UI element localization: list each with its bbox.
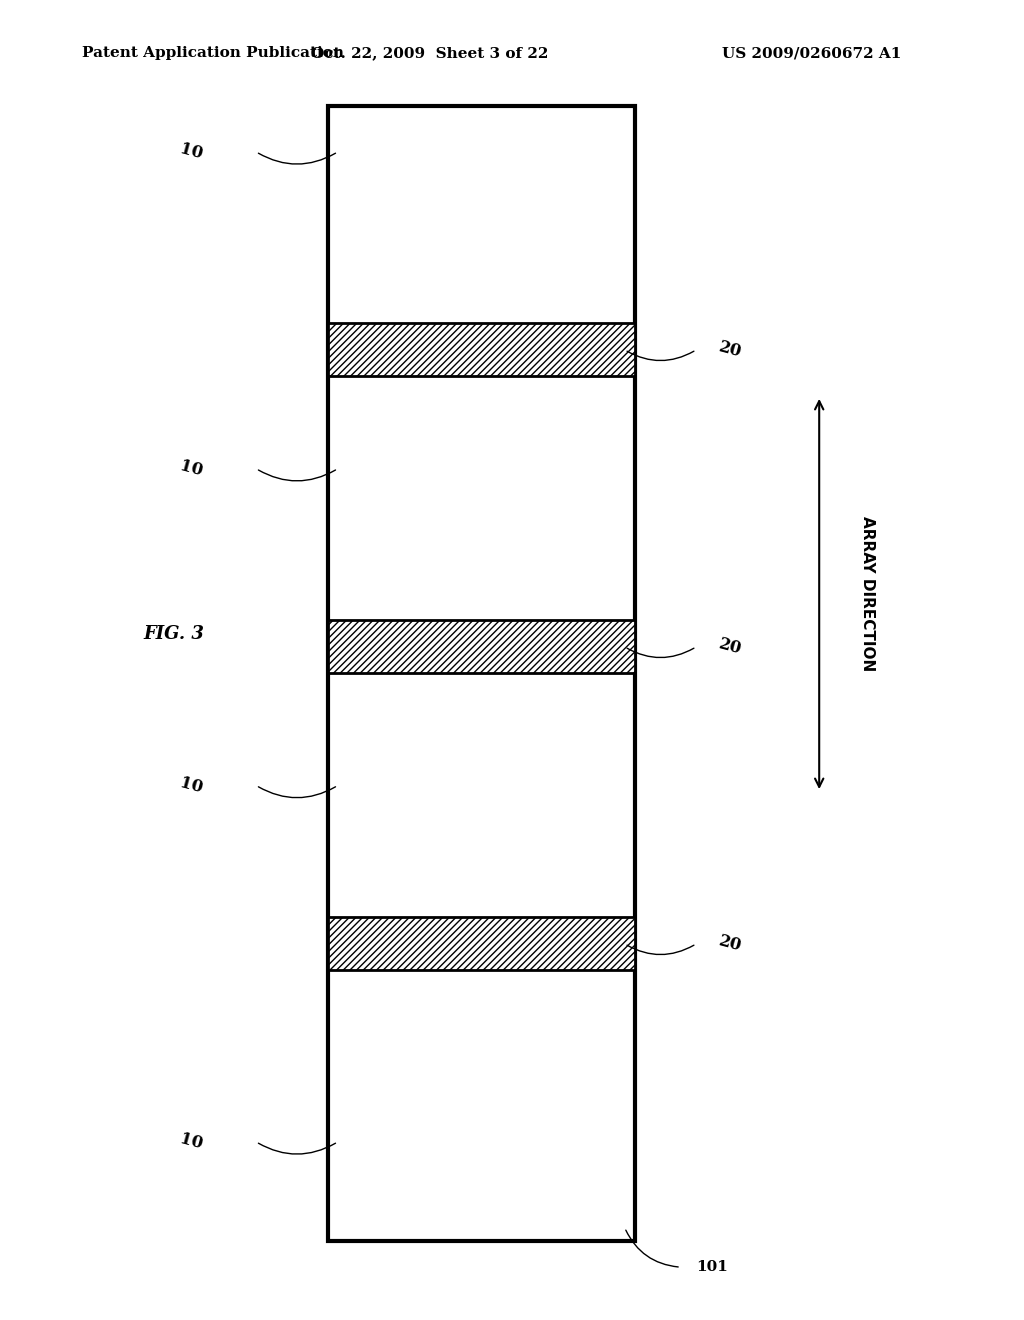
FancyBboxPatch shape: [328, 917, 635, 970]
Text: FIG. 3: FIG. 3: [143, 624, 204, 643]
Text: 10: 10: [178, 458, 205, 479]
Text: 101: 101: [696, 1261, 728, 1274]
FancyBboxPatch shape: [328, 620, 635, 673]
Text: 20: 20: [717, 339, 743, 360]
Text: 20: 20: [717, 636, 743, 657]
Text: 20: 20: [717, 933, 743, 954]
Text: Oct. 22, 2009  Sheet 3 of 22: Oct. 22, 2009 Sheet 3 of 22: [311, 46, 549, 61]
FancyBboxPatch shape: [328, 106, 635, 1241]
FancyBboxPatch shape: [328, 323, 635, 376]
Text: US 2009/0260672 A1: US 2009/0260672 A1: [722, 46, 901, 61]
Text: Patent Application Publication: Patent Application Publication: [82, 46, 344, 61]
Text: 10: 10: [178, 775, 205, 796]
Text: 10: 10: [178, 1131, 205, 1152]
Text: ARRAY DIRECTION: ARRAY DIRECTION: [860, 516, 876, 672]
Text: 10: 10: [178, 141, 205, 162]
